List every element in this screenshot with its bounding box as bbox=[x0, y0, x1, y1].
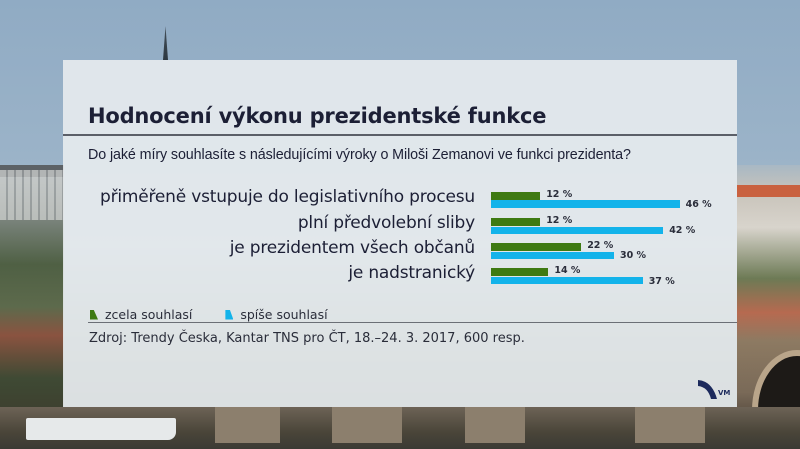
bridge-pier bbox=[332, 407, 402, 443]
bridge-pier bbox=[635, 407, 705, 443]
category-label: přiměřeně vstupuje do legislativního pro… bbox=[99, 187, 475, 207]
legend-item-zcela-souhlasi: zcela souhlasí bbox=[90, 307, 192, 322]
legend-divider bbox=[88, 322, 737, 323]
value-label: 22 % bbox=[587, 240, 614, 251]
bar-spise-souhlasi bbox=[491, 251, 614, 259]
legend-label: zcela souhlasí bbox=[105, 307, 193, 322]
logo-text: VM bbox=[718, 389, 731, 397]
legend-swatch-green-icon bbox=[90, 309, 98, 320]
category-label: je nadstranický bbox=[348, 263, 475, 283]
value-label: 30 % bbox=[620, 250, 647, 261]
category-label: plní předvolební sliby bbox=[297, 213, 475, 233]
bar-chart: přiměřeně vstupuje do legislativního pro… bbox=[63, 60, 737, 407]
value-label: 42 % bbox=[669, 225, 696, 236]
legend-item-spise-souhlasi: spíše souhlasí bbox=[225, 307, 328, 322]
cathedral-spire bbox=[163, 26, 168, 60]
right-roof bbox=[737, 185, 800, 197]
bridge-pier bbox=[215, 407, 280, 443]
broadcaster-logo: VM bbox=[696, 377, 736, 401]
value-label: 12 % bbox=[546, 215, 573, 226]
bar-zcela-souhlasi bbox=[491, 192, 541, 200]
title-divider bbox=[63, 134, 737, 136]
legend-label: spíše souhlasí bbox=[240, 307, 328, 322]
source-note: Zdroj: Trendy Česka, Kantar TNS pro ČT, … bbox=[89, 331, 525, 346]
value-label: 37 % bbox=[648, 276, 675, 287]
bar-spise-souhlasi bbox=[491, 226, 664, 234]
bar-zcela-souhlasi bbox=[491, 243, 582, 251]
value-label: 46 % bbox=[685, 199, 712, 210]
bar-zcela-souhlasi bbox=[491, 218, 541, 226]
river-boat bbox=[26, 418, 176, 440]
chart-title: Hodnocení výkonu prezidentské funkce bbox=[88, 104, 547, 128]
value-label: 14 % bbox=[554, 265, 581, 276]
logo-arc-icon bbox=[698, 380, 717, 399]
legend-swatch-blue-icon bbox=[225, 309, 234, 320]
value-label: 12 % bbox=[546, 189, 573, 200]
left-building bbox=[0, 170, 64, 220]
bar-spise-souhlasi bbox=[491, 276, 643, 284]
chart-panel: Hodnocení výkonu prezidentské funkce Do … bbox=[63, 60, 737, 407]
bar-zcela-souhlasi bbox=[491, 268, 549, 276]
chart-legend: zcela souhlasí spíše souhlasí bbox=[90, 307, 361, 322]
category-label: je prezidentem všech občanů bbox=[229, 238, 475, 258]
bar-spise-souhlasi bbox=[491, 200, 680, 208]
chart-subtitle: Do jaké míry souhlasíte s následujícími … bbox=[88, 147, 631, 163]
bridge-pier bbox=[465, 407, 525, 443]
